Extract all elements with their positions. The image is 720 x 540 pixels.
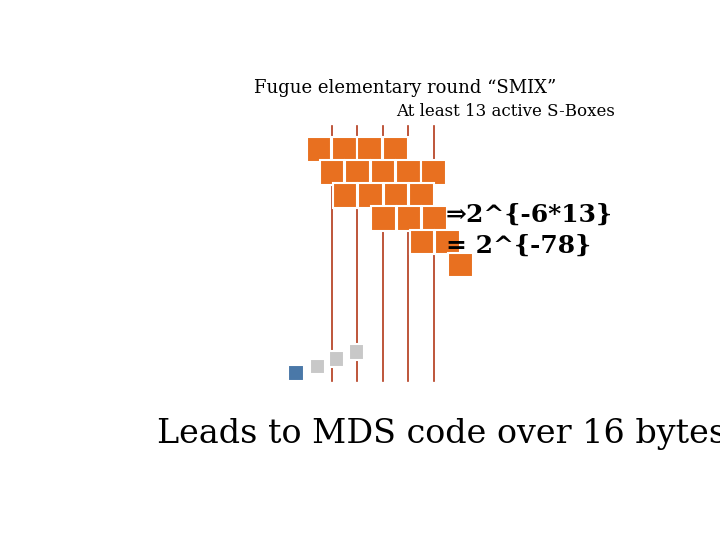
FancyBboxPatch shape [372,206,396,231]
Text: Fugue elementary round “SMIX”: Fugue elementary round “SMIX” [253,79,556,97]
FancyBboxPatch shape [332,137,356,162]
FancyBboxPatch shape [435,230,460,254]
FancyBboxPatch shape [383,137,408,162]
FancyBboxPatch shape [409,184,433,208]
FancyBboxPatch shape [422,206,447,231]
FancyBboxPatch shape [371,160,395,185]
FancyBboxPatch shape [396,160,420,185]
Text: ⇒2^{-6*13}: ⇒2^{-6*13} [446,203,613,227]
Text: = 2^{-78}: = 2^{-78} [446,234,591,258]
FancyBboxPatch shape [349,345,364,360]
FancyBboxPatch shape [421,160,446,185]
FancyBboxPatch shape [359,184,383,208]
FancyBboxPatch shape [320,160,344,185]
FancyBboxPatch shape [397,206,421,231]
FancyBboxPatch shape [310,359,325,374]
Text: Leads to MDS code over 16 bytes!: Leads to MDS code over 16 bytes! [157,418,720,450]
FancyBboxPatch shape [384,184,408,208]
FancyBboxPatch shape [345,160,370,185]
FancyBboxPatch shape [357,137,382,162]
FancyBboxPatch shape [449,253,473,278]
FancyBboxPatch shape [410,230,434,254]
FancyBboxPatch shape [333,184,357,208]
FancyBboxPatch shape [329,351,344,367]
FancyBboxPatch shape [288,365,304,381]
Text: At least 13 active S-Boxes: At least 13 active S-Boxes [396,103,615,119]
FancyBboxPatch shape [307,137,331,162]
